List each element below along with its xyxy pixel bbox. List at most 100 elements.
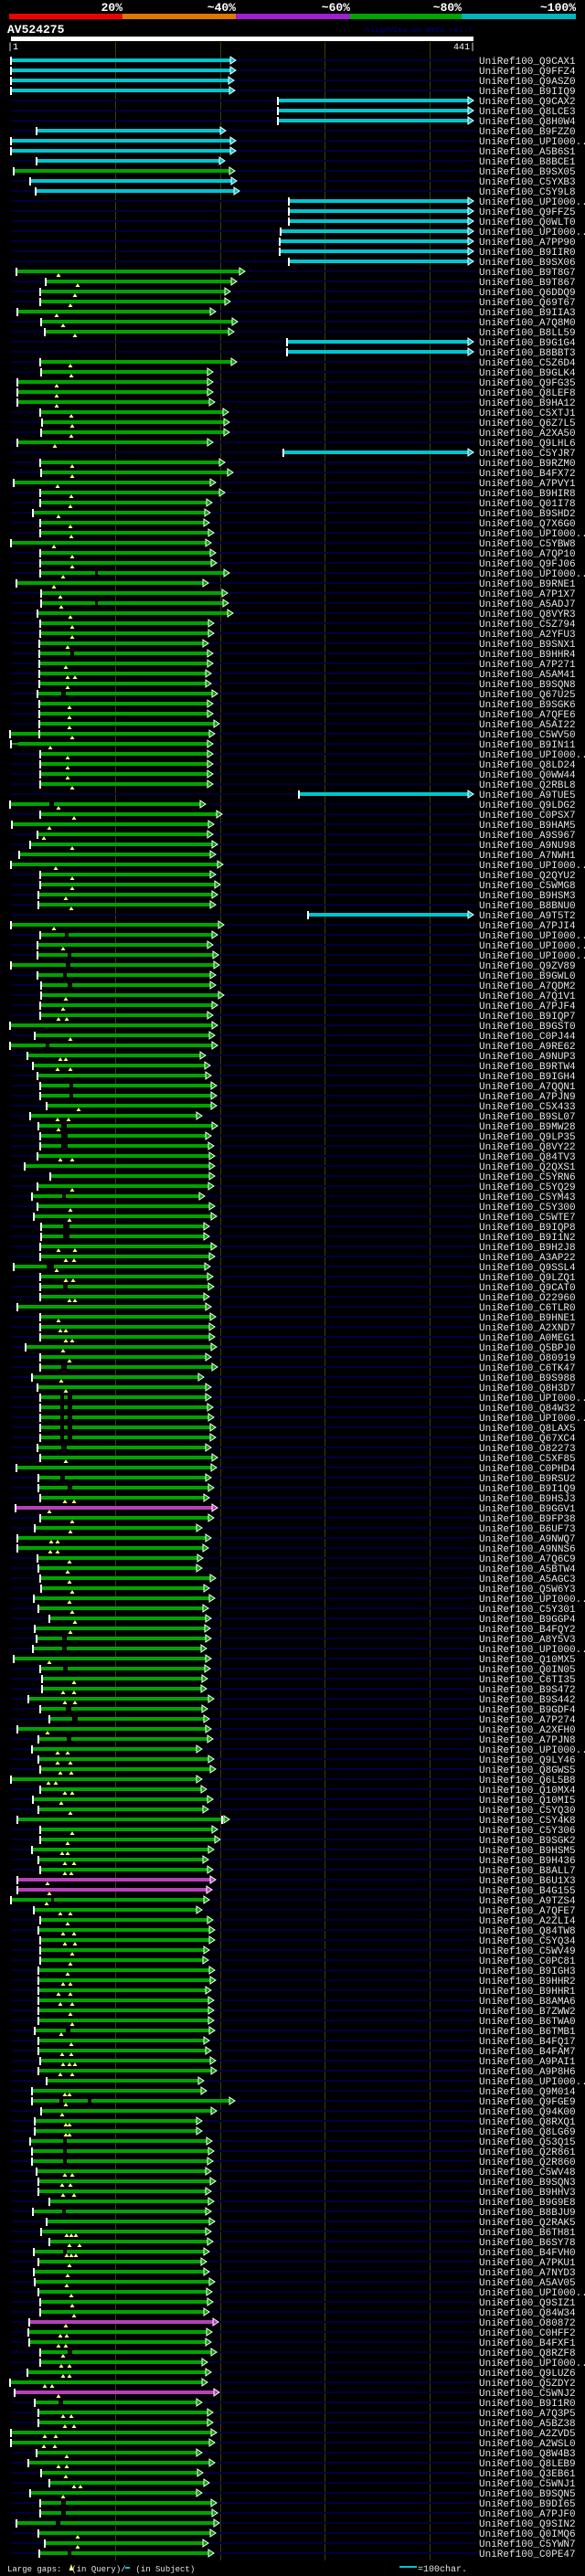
svg-text:UniRef100_O80919: UniRef100_O80919	[479, 1353, 576, 1364]
svg-text:UniRef100_UPI000..: UniRef100_UPI000..	[479, 1394, 585, 1405]
svg-text:UniRef100_Q8H0W4: UniRef100_Q8H0W4	[479, 117, 576, 128]
svg-text:UniRef100_B9GGP4: UniRef100_B9GGP4	[479, 1615, 576, 1626]
svg-text:~60%: ~60%	[322, 1, 350, 15]
svg-text:UniRef100_C5WMG8: UniRef100_C5WMG8	[479, 881, 576, 892]
svg-text:UniRef100_C5YQ30: UniRef100_C5YQ30	[479, 1806, 576, 1817]
svg-text:UniRef100_B9HIR8: UniRef100_B9HIR8	[479, 489, 576, 500]
svg-text:UniRef100_Q9FJ06: UniRef100_Q9FJ06	[479, 559, 576, 570]
svg-text:UniRef100_Q8VY22: UniRef100_Q8VY22	[479, 1142, 576, 1153]
svg-text:UniRef100_C5YXB3: UniRef100_C5YXB3	[479, 177, 576, 188]
svg-text:UniRef100_A9T5T2: UniRef100_A9T5T2	[479, 911, 576, 922]
svg-text:UniRef100_B4FQ17: UniRef100_B4FQ17	[479, 2037, 576, 2048]
svg-text:UniRef100_Q8LCE3: UniRef100_Q8LCE3	[479, 107, 576, 118]
svg-text:UniRef100_B9HNE1: UniRef100_B9HNE1	[479, 1313, 576, 1324]
svg-text:UniRef100_Q10MI5: UniRef100_Q10MI5	[479, 1796, 576, 1807]
svg-text:UniRef100_C5YWN7: UniRef100_C5YWN7	[479, 2539, 576, 2550]
svg-text:UniRef100_A5AI22: UniRef100_A5AI22	[479, 720, 576, 731]
svg-text:UniRef100_Q8RZF8: UniRef100_Q8RZF8	[479, 2348, 576, 2359]
svg-text:UniRef100_Q9FFZ4: UniRef100_Q9FFZ4	[479, 67, 576, 78]
svg-text:UniRef100_A5AV05: UniRef100_A5AV05	[479, 2278, 576, 2289]
svg-text:UniRef100_Q9LP35: UniRef100_Q9LP35	[479, 1132, 576, 1143]
svg-text:UniRef100_B8BBT3: UniRef100_B8BBT3	[479, 348, 576, 359]
svg-text:UniRef100_UPI000..: UniRef100_UPI000..	[479, 228, 585, 239]
svg-text:UniRef100_A2XA50: UniRef100_A2XA50	[479, 429, 576, 440]
svg-text:UniRef100_B6UF73: UniRef100_B6UF73	[479, 1524, 576, 1535]
svg-text:UniRef100_B9I1N2: UniRef100_B9I1N2	[479, 1233, 576, 1244]
svg-text:UniRef100_Q94K00: UniRef100_Q94K00	[479, 2107, 576, 2118]
svg-text:UniRef100_UPI000..: UniRef100_UPI000..	[479, 861, 585, 872]
svg-text:UniRef100_Q2R861: UniRef100_Q2R861	[479, 2147, 576, 2158]
svg-text:UniRef100_C5YQ29: UniRef100_C5YQ29	[479, 1182, 576, 1193]
svg-text:UniRef100_A7P274: UniRef100_A7P274	[479, 1715, 576, 1726]
svg-text:UniRef100_A2YFU3: UniRef100_A2YFU3	[479, 630, 576, 641]
svg-text:UniRef100_Q8LEF8: UniRef100_Q8LEF8	[479, 388, 576, 399]
svg-text:UniRef100_B4FXF1: UniRef100_B4FXF1	[479, 2338, 576, 2349]
svg-text:UniRef100_Q9ZV89: UniRef100_Q9ZV89	[479, 961, 576, 972]
svg-text:UniRef100_C5Y4K8: UniRef100_C5Y4K8	[479, 1816, 576, 1827]
svg-text:UniRef100_A7QP10: UniRef100_A7QP10	[479, 549, 576, 560]
svg-text:UniRef100_Q9FG35: UniRef100_Q9FG35	[479, 378, 576, 389]
svg-text:UniRef100_B9HSJ3: UniRef100_B9HSJ3	[479, 1494, 576, 1505]
svg-text:UniRef100_Q2RBL8: UniRef100_Q2RBL8	[479, 780, 576, 791]
svg-text:UniRef100_O80872: UniRef100_O80872	[479, 2318, 576, 2329]
svg-text:=100char.: =100char.	[418, 2564, 467, 2575]
svg-text:UniRef100_Q9LHL6: UniRef100_Q9LHL6	[479, 439, 576, 450]
svg-text:UniRef100_B9H436: UniRef100_B9H436	[479, 1856, 576, 1867]
svg-text:UniRef100_B9HAM5: UniRef100_B9HAM5	[479, 821, 576, 832]
svg-text:UniRef100_C5Z794: UniRef100_C5Z794	[479, 620, 576, 631]
svg-text:UniRef100_C5XF85: UniRef100_C5XF85	[479, 1454, 576, 1465]
svg-text:UniRef100_A7Q1V1: UniRef100_A7Q1V1	[479, 991, 576, 1002]
svg-text:~100%: ~100%	[540, 1, 576, 15]
svg-text:UniRef100_UPI000..: UniRef100_UPI000..	[479, 2077, 585, 2088]
svg-text:UniRef100_B9RZM0: UniRef100_B9RZM0	[479, 459, 576, 470]
svg-text:UniRef100_Q9LY46: UniRef100_Q9LY46	[479, 1755, 576, 1766]
svg-text:UniRef100_C5WTE7: UniRef100_C5WTE7	[479, 1213, 576, 1224]
svg-text:UniRef100_Q7X6G0: UniRef100_Q7X6G0	[479, 519, 576, 530]
svg-text:UniRef100_B9HSM5: UniRef100_B9HSM5	[479, 1846, 576, 1857]
svg-text:UniRef100_Q8LG69: UniRef100_Q8LG69	[479, 2127, 576, 2138]
svg-text:UniRef100_O22960: UniRef100_O22960	[479, 1293, 576, 1304]
svg-text:UniRef100_A7P271: UniRef100_A7P271	[479, 660, 576, 671]
svg-text:UniRef100_B4G155: UniRef100_B4G155	[479, 1886, 576, 1897]
svg-text:UniRef100_B9IGH4: UniRef100_B9IGH4	[479, 1072, 576, 1083]
svg-text:UniRef100_Q8H3D7: UniRef100_Q8H3D7	[479, 1383, 576, 1394]
svg-text:UniRef100_B9SX06: UniRef100_B9SX06	[479, 258, 576, 269]
svg-text:UniRef100_C0PJ44: UniRef100_C0PJ44	[479, 1032, 576, 1043]
svg-text:UniRef100_B9HHR4: UniRef100_B9HHR4	[479, 650, 576, 661]
svg-text:UniRef100_A9PAI1: UniRef100_A9PAI1	[479, 2057, 576, 2068]
svg-text:UniRef100_Q9LDG2: UniRef100_Q9LDG2	[479, 800, 576, 811]
svg-text:UniRef100_B9GLK4: UniRef100_B9GLK4	[479, 368, 576, 379]
svg-text:UniRef100_C5WNJ1: UniRef100_C5WNJ1	[479, 2479, 576, 2490]
svg-text:UniRef100_B9IN11: UniRef100_B9IN11	[479, 740, 576, 751]
svg-text:UniRef100_C0PC81: UniRef100_C0PC81	[479, 1956, 576, 1967]
svg-text:UniRef100_A7Q8M0: UniRef100_A7Q8M0	[479, 318, 576, 329]
svg-text:UniRef100_A5B6S1: UniRef100_A5B6S1	[479, 147, 576, 158]
svg-text:UniRef100_A9RE62: UniRef100_A9RE62	[479, 1042, 576, 1053]
svg-text:UniRef100_C5WNJ2: UniRef100_C5WNJ2	[479, 2389, 576, 2400]
svg-text:UniRef100_Q53Q15: UniRef100_Q53Q15	[479, 2137, 576, 2148]
svg-text:UniRef100_Q2RAK5: UniRef100_Q2RAK5	[479, 2218, 576, 2229]
svg-text:UniRef100_A5BZ38: UniRef100_A5BZ38	[479, 2419, 576, 2430]
svg-text:UniRef100_A7PJN9: UniRef100_A7PJN9	[479, 1092, 576, 1103]
svg-text:UniRef100_Q2QYU2: UniRef100_Q2QYU2	[479, 871, 576, 882]
svg-text:UniRef100_C5X433: UniRef100_C5X433	[479, 1102, 576, 1113]
svg-text:UniRef100_C5YJR7: UniRef100_C5YJR7	[479, 449, 576, 460]
svg-text:UniRef100_UPI000..: UniRef100_UPI000..	[479, 2288, 585, 2299]
svg-text:UniRef100_B8AMA6: UniRef100_B8AMA6	[479, 1997, 576, 2008]
svg-text:UniRef100_A7PJN8: UniRef100_A7PJN8	[479, 1735, 576, 1746]
svg-text:UniRef100_Q9LUZ6: UniRef100_Q9LUZ6	[479, 2369, 576, 2380]
svg-text:UniRef100_C5YM43: UniRef100_C5YM43	[479, 1193, 576, 1203]
svg-text:UniRef100_O82273: UniRef100_O82273	[479, 1444, 576, 1455]
svg-text:UniRef100_Q3EB61: UniRef100_Q3EB61	[479, 2469, 576, 2480]
svg-text:UniRef100_Q84W34: UniRef100_Q84W34	[479, 2308, 576, 2319]
svg-text:UniRef100_A3AP22: UniRef100_A3AP22	[479, 1253, 576, 1264]
svg-text:UniRef100_UPI000..: UniRef100_UPI000..	[479, 569, 585, 580]
svg-text:UniRef100_B9HHR2: UniRef100_B9HHR2	[479, 1977, 576, 1988]
svg-text:UniRef100_Q10MX4: UniRef100_Q10MX4	[479, 1786, 576, 1797]
svg-text:UniRef100_B9I1Q9: UniRef100_B9I1Q9	[479, 1484, 576, 1495]
svg-text:UniRef100_Q8LD24: UniRef100_Q8LD24	[479, 760, 576, 771]
svg-text:UniRef100_Q9ASZ0: UniRef100_Q9ASZ0	[479, 77, 576, 88]
svg-text:UniRef100_A5ADJ7: UniRef100_A5ADJ7	[479, 599, 576, 610]
svg-text:UniRef100_A2ZLI4: UniRef100_A2ZLI4	[479, 1916, 576, 1927]
svg-text:UniRef100_B9SNX1: UniRef100_B9SNX1	[479, 640, 576, 651]
